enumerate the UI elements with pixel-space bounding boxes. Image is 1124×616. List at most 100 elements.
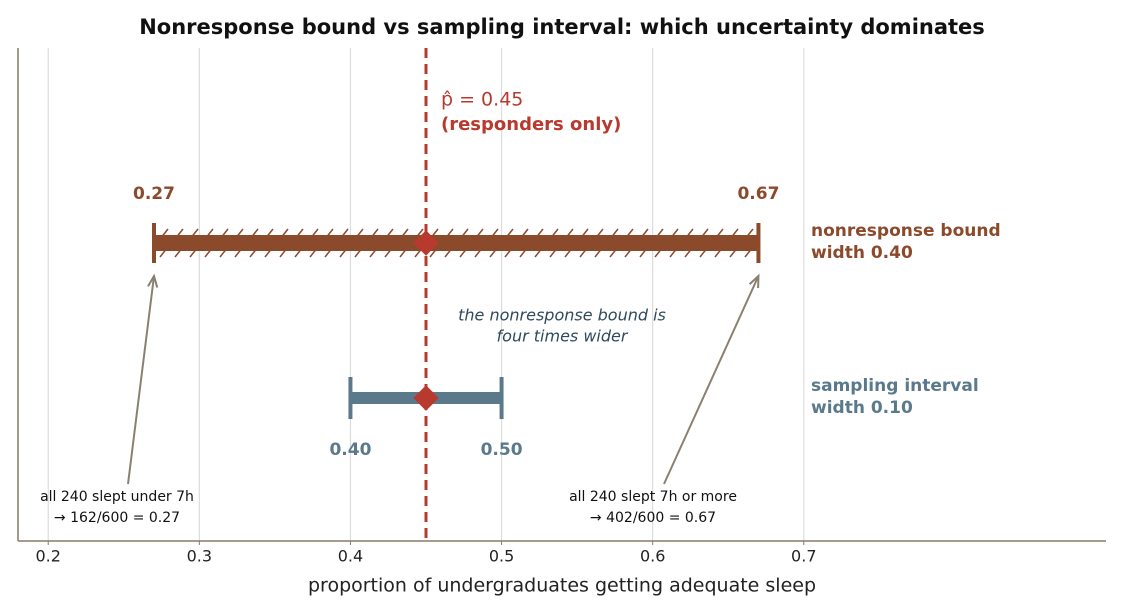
hatch (564, 228, 574, 240)
estimate-marker (413, 230, 439, 256)
arrow-head (147, 273, 159, 288)
low-note: all 240 slept under 7h (40, 489, 194, 505)
annotation-arrow (127, 275, 155, 485)
comparison-note: the nonresponse bound is (458, 306, 666, 325)
hatch (474, 228, 484, 240)
hatch (534, 246, 544, 258)
hatch (399, 246, 409, 258)
hatch (219, 228, 229, 240)
hatch (339, 228, 349, 240)
hatch (384, 246, 394, 258)
hatch (579, 228, 589, 240)
hatch (204, 246, 214, 258)
hatch (519, 228, 529, 240)
hatch (219, 246, 229, 258)
x-tick-label: 0.5 (489, 547, 514, 566)
hatch (294, 228, 304, 240)
hatch (729, 246, 739, 258)
hatch (399, 228, 409, 240)
hatch (489, 228, 499, 240)
hatch (369, 246, 379, 258)
series-subtitle: width 0.40 (811, 243, 913, 263)
hatch (279, 246, 289, 258)
hatch (249, 228, 259, 240)
hatch (174, 228, 184, 240)
hatch (669, 228, 679, 240)
hatch (579, 246, 589, 258)
hatch (489, 246, 499, 258)
x-tick-label: 0.3 (187, 547, 212, 566)
annotation-arrow (663, 275, 760, 485)
hatch (609, 228, 619, 240)
hatch (624, 246, 634, 258)
hatch (714, 246, 724, 258)
hatch (189, 228, 199, 240)
series-subtitle: width 0.10 (811, 398, 913, 418)
low-note: → 162/600 = 0.27 (54, 510, 180, 526)
estimate-marker (413, 385, 439, 411)
hatch (549, 228, 559, 240)
series-name: sampling interval (811, 376, 979, 396)
hatch (294, 246, 304, 258)
hatch (504, 228, 514, 240)
interval-bar (154, 235, 759, 251)
hatch (639, 246, 649, 258)
hatch (354, 228, 364, 240)
hatch (624, 228, 634, 240)
hatch (684, 228, 694, 240)
hatch (639, 228, 649, 240)
hatch (369, 228, 379, 240)
hatch (354, 246, 364, 258)
hatch (714, 228, 724, 240)
hatch (744, 228, 754, 240)
series-name: nonresponse bound (811, 221, 1001, 241)
hatch (189, 246, 199, 258)
estimate-note: (responders only) (441, 114, 621, 135)
hatch (174, 246, 184, 258)
hatch (279, 228, 289, 240)
hatch (339, 246, 349, 258)
hatch (429, 246, 439, 258)
hatch (444, 228, 454, 240)
hatch (249, 246, 259, 258)
hatch (264, 228, 274, 240)
hatch (519, 246, 529, 258)
hatch (474, 246, 484, 258)
hatch (159, 228, 169, 240)
hatch (459, 228, 469, 240)
hatch (234, 246, 244, 258)
hatch (324, 228, 334, 240)
estimate-label: p̂ = 0.45 (441, 89, 523, 111)
hatch (384, 228, 394, 240)
hatch (564, 246, 574, 258)
hatch (204, 228, 214, 240)
hatch (309, 246, 319, 258)
hatch (594, 246, 604, 258)
hatch (729, 228, 739, 240)
value-label: 0.50 (481, 440, 523, 460)
value-label: 0.27 (133, 184, 175, 204)
high-note: all 240 slept 7h or more (569, 489, 737, 505)
hatch (549, 246, 559, 258)
hatch (459, 246, 469, 258)
hatch (654, 246, 664, 258)
hatch (654, 228, 664, 240)
hatch (669, 246, 679, 258)
hatch (699, 228, 709, 240)
chart-title: Nonresponse bound vs sampling interval: … (139, 15, 985, 39)
hatch (594, 228, 604, 240)
hatch (159, 246, 169, 258)
value-label: 0.40 (329, 440, 371, 460)
hatch (264, 246, 274, 258)
hatch (234, 228, 244, 240)
hatch (324, 246, 334, 258)
high-note: → 402/600 = 0.67 (590, 510, 716, 526)
x-tick-label: 0.6 (640, 547, 665, 566)
hatch (414, 228, 424, 240)
x-tick-label: 0.7 (791, 547, 816, 566)
comparison-note: four times wider (497, 327, 629, 346)
hatch (309, 228, 319, 240)
hatch (699, 246, 709, 258)
hatch (744, 246, 754, 258)
